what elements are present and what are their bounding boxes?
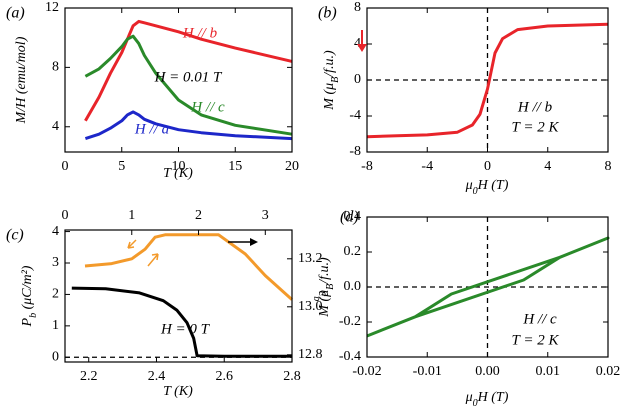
x-tick-label: -8 xyxy=(361,159,373,174)
y-tick-label: 8 xyxy=(354,0,361,15)
x-tick-label: 5 xyxy=(118,159,125,174)
annotation: H // a xyxy=(134,121,169,137)
x-tick-label: 0 xyxy=(62,159,69,174)
annotation: H // b xyxy=(182,25,218,41)
y-tick-label: 0 xyxy=(52,350,59,365)
y-tick-label: 3 xyxy=(52,255,59,270)
x-tick-label: 20 xyxy=(285,159,299,174)
y-tick-label: 4 xyxy=(52,119,59,134)
annotation: H = 0.01 T xyxy=(154,69,223,85)
data-line xyxy=(84,19,293,122)
y-axis-label: Pb (μC/m²) xyxy=(20,265,39,327)
x-axis-label: T (K) xyxy=(163,166,193,181)
y-tick-label: 4 xyxy=(52,224,59,239)
x-tick-label: 8 xyxy=(605,159,612,174)
x-tick-label: 2.2 xyxy=(80,369,98,384)
y-tick-label: 0.0 xyxy=(344,279,362,294)
y2-tick-label: 13.0 xyxy=(298,299,323,314)
x-tick-label: 4 xyxy=(544,159,551,174)
y-tick-label: 0.4 xyxy=(344,209,362,224)
x-tick-label: 0.00 xyxy=(475,364,500,379)
annotation: H // c xyxy=(190,99,225,115)
y-axis-label: M/H (emu/mol) xyxy=(14,36,29,124)
panel-label: (c) xyxy=(6,227,24,244)
x-tick-label: 0.02 xyxy=(596,364,621,379)
data-line xyxy=(71,286,292,358)
data-line xyxy=(84,110,293,141)
arrow-head xyxy=(357,44,367,52)
y2-tick-label: 13.2 xyxy=(298,251,323,266)
y-axis-label-part: b xyxy=(28,313,39,318)
x-axis-label-part: 0 xyxy=(473,398,478,409)
x-axis-label-part: H (T) xyxy=(477,390,509,405)
x-tick-label: 2.4 xyxy=(148,369,166,384)
y2-axis-label-part: ε xyxy=(315,291,330,297)
y-tick-label: -0.2 xyxy=(339,314,361,329)
x-axis-label: μ0H (T) xyxy=(465,390,509,409)
y-axis-label-part: P xyxy=(20,317,35,327)
x-axis-label-part: μ xyxy=(465,178,473,193)
y-axis-label-part: /f.u.) xyxy=(317,257,332,285)
x2-tick-label: 0 xyxy=(62,208,69,223)
y-tick-label: -4 xyxy=(349,108,361,123)
x2-tick-label: 2 xyxy=(195,208,202,223)
y-axis-label-part: (μC/m²) xyxy=(20,265,35,313)
x-tick-label: 2.8 xyxy=(283,369,301,384)
x-axis-label-part: H (T) xyxy=(477,178,509,193)
y-tick-label: -0.4 xyxy=(339,349,361,364)
y2-tick-label: 12.8 xyxy=(298,347,323,362)
x-tick-label: -0.01 xyxy=(413,364,442,379)
x-tick-label: 10 xyxy=(172,159,186,174)
y-tick-label: 8 xyxy=(52,60,59,75)
x-tick-label: 15 xyxy=(228,159,242,174)
y-tick-label: 0.2 xyxy=(344,244,362,259)
x2-tick-label: 1 xyxy=(128,208,135,223)
annotation: H // c xyxy=(522,311,557,327)
x-tick-label: 0.01 xyxy=(536,364,561,379)
x-tick-label: -0.02 xyxy=(352,364,381,379)
y-tick-label: 4 xyxy=(354,36,361,51)
data-line xyxy=(366,22,609,139)
y-tick-label: 2 xyxy=(52,287,59,302)
arrow-head xyxy=(127,239,137,249)
arrow-head xyxy=(147,253,159,267)
annotation: T = 2 K xyxy=(512,332,560,348)
data-line xyxy=(84,34,293,136)
y-tick-label: -8 xyxy=(349,144,361,159)
x2-tick-label: 3 xyxy=(262,208,269,223)
x-axis-label: T (K) xyxy=(163,384,193,399)
y-tick-label: 1 xyxy=(52,318,59,333)
panel-label: (d) xyxy=(340,209,359,226)
y-axis-label: M (μB/f.u.) xyxy=(322,50,341,111)
data-line xyxy=(84,233,294,301)
y-axis-label: M (μB/f.u.) xyxy=(317,257,336,318)
y2-axis-label: εb xyxy=(311,291,330,302)
x-tick-label: -4 xyxy=(421,159,433,174)
x-axis-label-part: μ xyxy=(465,390,473,405)
y-axis-label-part: B xyxy=(325,284,336,290)
panel-label: (b) xyxy=(318,5,337,22)
annotation: T = 2 K xyxy=(512,119,560,135)
x-axis-label-part: 0 xyxy=(473,186,478,197)
y-axis-label-part: B xyxy=(330,77,341,83)
arrow-head xyxy=(250,238,258,246)
y-axis-label-part: M (μ xyxy=(317,290,332,318)
panel-label: (a) xyxy=(6,5,25,22)
plot-frame xyxy=(64,229,293,363)
x-tick-label: 0 xyxy=(484,159,491,174)
y-axis-label-part: /f.u.) xyxy=(322,50,337,78)
y-tick-label: 12 xyxy=(45,0,59,15)
y-axis-label-part: M (μ xyxy=(322,83,337,111)
y2-axis-label-part: b xyxy=(311,296,322,301)
annotation: H // b xyxy=(517,99,553,115)
x-axis-label: μ0H (T) xyxy=(465,178,509,197)
annotation: H = 0 T xyxy=(160,321,211,337)
x-tick-label: 2.6 xyxy=(215,369,233,384)
y-tick-label: 0 xyxy=(354,72,361,87)
